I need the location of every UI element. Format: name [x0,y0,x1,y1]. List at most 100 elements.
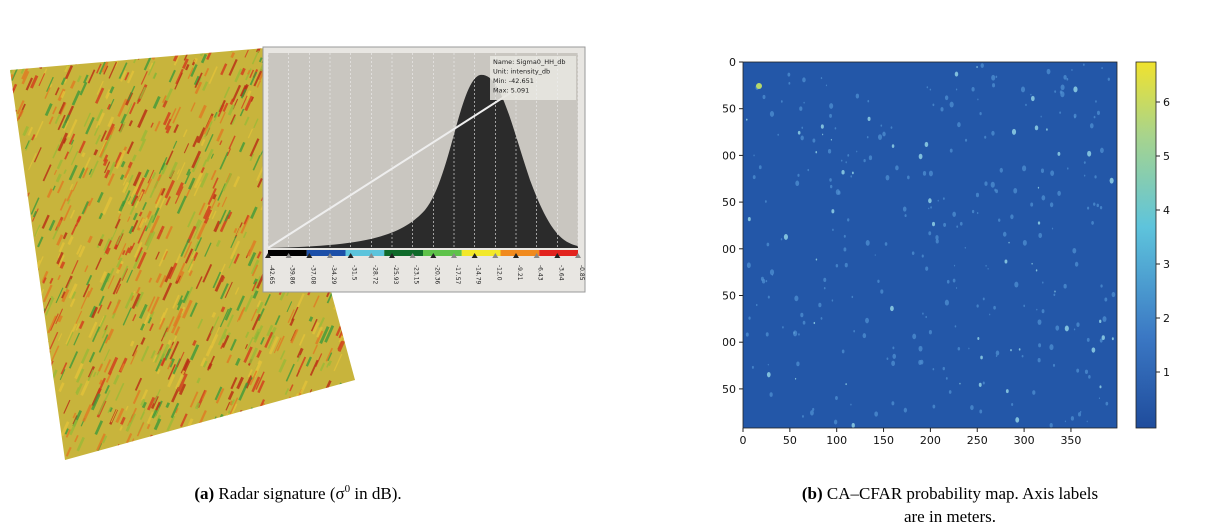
texture-stroke [150,215,161,234]
texture-stroke [69,209,76,219]
texture-stroke [85,116,95,135]
texture-stroke [158,157,168,174]
texture-stroke [25,263,30,271]
texture-stroke [221,334,230,348]
texture-stroke [361,297,368,313]
heat-spot [979,111,982,116]
texture-stroke [196,127,207,144]
texture-stroke [253,325,264,343]
texture-stroke [80,380,90,396]
heat-spot [820,317,823,320]
texture-stroke [165,125,172,134]
texture-stroke [69,419,79,436]
heat-spot [911,251,915,255]
texture-stroke [111,312,116,319]
texture-stroke [15,315,23,328]
texture-stroke [147,169,155,184]
texture-stroke [89,305,97,318]
texture-stroke [352,420,355,431]
texture-stroke [290,463,294,472]
caption-a: (a) Radar signature (σ0 in dB). [194,483,401,503]
heat-spot [835,189,840,195]
heat-spot [833,419,838,425]
heat-spot [1087,150,1092,157]
texture-stroke [57,333,63,341]
texture-stroke [57,132,69,152]
x-tick-label: 300 [1014,434,1035,447]
texture-stroke [10,235,15,243]
texture-stroke [158,248,168,267]
texture-stroke [98,295,105,307]
texture-stroke [1,229,7,242]
heat-spot [762,94,766,100]
texture-stroke [44,48,50,49]
texture-stroke [176,270,185,284]
texture-stroke [224,281,233,299]
heat-spot [829,103,834,109]
texture-stroke [13,450,23,460]
heat-spot [944,95,949,101]
heat-spot [985,264,987,267]
heat-spot [1064,325,1069,332]
texture-stroke [39,326,46,337]
slider-marker [389,253,395,258]
texture-stroke [252,275,262,293]
heat-spot [1104,297,1108,302]
texture-stroke [166,316,175,333]
texture-stroke [69,80,76,89]
texture-stroke [164,348,172,361]
texture-stroke [130,295,135,301]
texture-stroke [193,57,198,64]
texture-stroke [0,279,1,288]
texture-stroke [121,190,131,207]
texture-stroke [132,314,137,322]
slider-marker [492,253,499,258]
texture-stroke [282,425,293,443]
heat-spot [1010,348,1012,352]
heat-spot [892,353,897,359]
heat-spot [976,304,979,308]
texture-stroke [102,196,113,215]
heat-spot [865,240,870,246]
texture-stroke [353,315,355,321]
texture-stroke [337,409,347,427]
heat-spot [954,71,959,77]
texture-stroke [276,335,285,352]
texture-stroke [286,427,297,447]
texture-stroke [56,180,65,194]
texture-stroke [349,446,355,459]
texture-stroke [359,311,362,317]
heat-spot [867,99,870,103]
texture-stroke [119,363,125,372]
texture-stroke [337,410,343,418]
heat-spot [924,141,929,148]
heat-spot [932,404,936,409]
texture-stroke [207,187,217,206]
info-text: Unit: intensity_db [493,68,550,76]
texture-stroke [54,449,58,454]
texture-stroke [249,370,258,386]
texture-stroke [100,130,107,142]
texture-stroke [229,114,236,125]
heat-spot [922,171,927,176]
texture-stroke [10,268,15,276]
texture-stroke [75,323,81,331]
texture-stroke [270,425,278,437]
texture-stroke [310,443,316,453]
texture-stroke [46,350,52,358]
texture-stroke [49,277,54,284]
texture-stroke [47,452,52,460]
texture-stroke [165,402,171,409]
texture-stroke [160,357,167,367]
texture-stroke [230,235,237,249]
texture-stroke [87,69,96,84]
heat-spot [922,312,924,315]
texture-stroke [208,66,218,85]
texture-stroke [126,70,135,84]
texture-stroke [149,180,159,199]
heat-spot [987,267,989,270]
texture-stroke [162,250,169,261]
texture-stroke [326,291,334,304]
texture-stroke [57,464,65,482]
texture-stroke [24,140,30,150]
